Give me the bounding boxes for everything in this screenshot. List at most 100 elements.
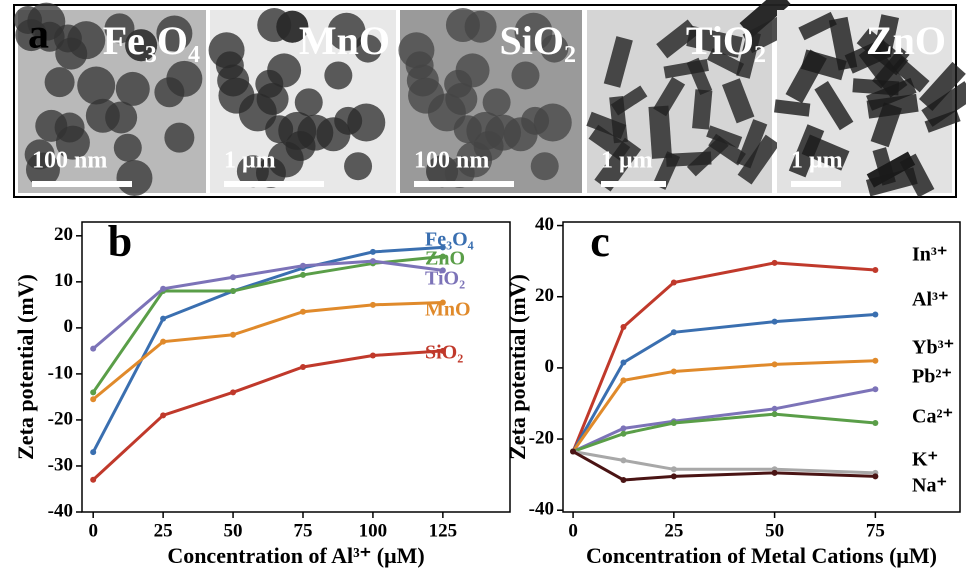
point bbox=[671, 329, 677, 335]
panel-letter: c bbox=[590, 217, 610, 266]
scale-text: 1 μm bbox=[601, 148, 653, 174]
point bbox=[772, 361, 778, 367]
material-label: Fe₃O₄ bbox=[103, 18, 200, 63]
point bbox=[160, 316, 166, 322]
point bbox=[370, 249, 376, 255]
x-tick-label: 50 bbox=[224, 520, 243, 541]
series-label: Na⁺ bbox=[912, 475, 947, 497]
point bbox=[620, 425, 626, 431]
particle bbox=[116, 72, 150, 106]
y-tick-label: -20 bbox=[48, 408, 73, 429]
point bbox=[300, 364, 306, 370]
scale-text: 1 μm bbox=[791, 148, 843, 174]
series-label: Ca²⁺ bbox=[912, 406, 953, 428]
particle bbox=[408, 78, 444, 114]
point bbox=[620, 324, 626, 330]
point bbox=[370, 258, 376, 264]
point bbox=[872, 312, 878, 318]
point bbox=[671, 466, 677, 472]
particle bbox=[316, 117, 350, 151]
x-tick-label: 50 bbox=[765, 520, 784, 541]
tem-image: TiO₂ 1 μm bbox=[586, 0, 799, 193]
series-line bbox=[93, 351, 443, 480]
point bbox=[160, 412, 166, 418]
tem-image: ZnO 1 μm bbox=[774, 10, 966, 197]
scale-text: 100 nm bbox=[414, 148, 489, 174]
point bbox=[620, 477, 626, 483]
scale-bar bbox=[791, 181, 841, 187]
point bbox=[160, 286, 166, 292]
y-tick-label: -20 bbox=[529, 427, 554, 448]
point bbox=[90, 389, 96, 395]
particle bbox=[347, 104, 385, 142]
particle bbox=[445, 83, 477, 115]
point bbox=[230, 288, 236, 294]
particle bbox=[446, 8, 480, 42]
particle bbox=[116, 160, 152, 196]
y-axis-label: Zeta potential (mV) bbox=[13, 274, 38, 460]
x-tick-label: 0 bbox=[88, 520, 98, 541]
figure: Fe₃O₄ 100 nm MnO 1 μm SiO₂ 100 nm TiO₂ 1 μm ZnO 1… bbox=[0, 0, 966, 569]
particle bbox=[504, 117, 538, 151]
point bbox=[90, 449, 96, 455]
y-tick-label: 20 bbox=[535, 285, 554, 306]
point bbox=[620, 377, 626, 383]
point bbox=[370, 352, 376, 358]
panel-letter: a bbox=[28, 12, 49, 58]
series-line bbox=[93, 247, 443, 452]
series-label: ZnO bbox=[425, 248, 465, 270]
particle bbox=[406, 51, 434, 79]
particle bbox=[531, 152, 559, 180]
y-tick-label: 20 bbox=[54, 224, 73, 245]
panel-letter: b bbox=[108, 217, 132, 266]
x-axis-label: Concentration of Metal Cations (μM) bbox=[586, 543, 937, 568]
point bbox=[671, 368, 677, 374]
point bbox=[872, 358, 878, 364]
point bbox=[90, 346, 96, 352]
x-tick-label: 0 bbox=[568, 520, 578, 541]
series-label: Yb³⁺ bbox=[912, 337, 954, 359]
particle bbox=[324, 61, 352, 89]
material-label: MnO bbox=[299, 18, 390, 63]
point bbox=[620, 431, 626, 437]
point bbox=[872, 267, 878, 273]
point bbox=[872, 473, 878, 479]
particle bbox=[105, 101, 137, 133]
particle bbox=[267, 53, 301, 87]
series-line bbox=[573, 263, 875, 452]
scale-bar bbox=[601, 181, 666, 187]
point bbox=[160, 339, 166, 345]
x-tick-label: 25 bbox=[154, 520, 173, 541]
material-label: SiO₂ bbox=[500, 18, 576, 63]
x-tick-label: 75 bbox=[293, 520, 312, 541]
particle bbox=[257, 83, 289, 115]
x-tick-label: 125 bbox=[429, 520, 458, 541]
point bbox=[90, 477, 96, 483]
series-label: MnO bbox=[425, 299, 471, 321]
x-tick-label: 100 bbox=[359, 520, 388, 541]
y-axis-label: Zeta potential (mV) bbox=[505, 274, 530, 460]
material-label: TiO₂ bbox=[686, 18, 766, 63]
particle bbox=[35, 110, 67, 142]
particle bbox=[164, 123, 194, 153]
point bbox=[370, 302, 376, 308]
point bbox=[872, 386, 878, 392]
material-label: ZnO bbox=[866, 18, 946, 63]
particle bbox=[466, 112, 504, 150]
y-tick-label: 0 bbox=[545, 356, 555, 377]
point bbox=[872, 420, 878, 426]
particle bbox=[456, 53, 490, 87]
y-tick-label: 10 bbox=[54, 270, 73, 291]
scale-text: 100 nm bbox=[32, 148, 107, 174]
particle bbox=[216, 51, 244, 79]
particle bbox=[218, 78, 254, 114]
point bbox=[671, 420, 677, 426]
series-label: K⁺ bbox=[912, 449, 938, 471]
series-label: SiO₂ bbox=[425, 342, 463, 364]
series-line bbox=[573, 414, 875, 451]
particle bbox=[534, 104, 572, 142]
particle bbox=[692, 89, 712, 129]
point bbox=[772, 319, 778, 325]
point bbox=[772, 411, 778, 417]
x-axis-label: Concentration of Al³⁺ (μM) bbox=[167, 543, 424, 568]
